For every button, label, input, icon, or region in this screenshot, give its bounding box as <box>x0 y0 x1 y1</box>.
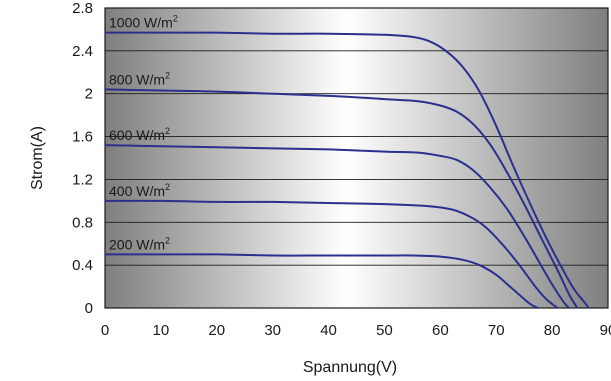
series-label: 600 W/m2 <box>109 126 170 143</box>
y-tick-label: 0.8 <box>72 214 93 231</box>
x-tick-label: 70 <box>488 322 505 339</box>
series-label: 200 W/m2 <box>109 235 170 252</box>
series-line <box>105 31 590 309</box>
x-tick-label: 20 <box>208 322 225 339</box>
y-tick-label: 2 <box>85 86 93 103</box>
y-tick-label: 1.2 <box>72 171 93 188</box>
x-tick-label: 60 <box>432 322 449 339</box>
y-tick-label: 2.8 <box>72 0 93 17</box>
series-line <box>104 199 559 309</box>
x-tick-label: 40 <box>320 322 337 339</box>
series-line <box>104 144 570 309</box>
x-tick-label: 50 <box>376 322 393 339</box>
x-tick-label: 0 <box>101 322 109 339</box>
x-tick-label: 30 <box>264 322 281 339</box>
y-axis-label: Strom(A) <box>29 126 46 190</box>
plot-area <box>104 7 609 309</box>
y-tick-label: 0.4 <box>72 257 93 274</box>
x-tick-label: 10 <box>153 322 170 339</box>
series-label: 400 W/m2 <box>109 182 170 199</box>
x-axis-ticks: 0 10 20 30 40 50 60 70 80 90 <box>101 322 611 339</box>
x-axis-label: Spannung(V) <box>303 359 397 376</box>
y-tick-label: 1.6 <box>72 129 93 146</box>
series-labels: 1000 W/m2 800 W/m2 600 W/m2 400 W/m2 200 W/m… <box>109 14 178 253</box>
y-tick-label: 2.4 <box>72 43 93 60</box>
x-tick-label: 90 <box>600 322 611 339</box>
series-label: 1000 W/m2 <box>109 14 178 31</box>
series-line <box>104 253 539 309</box>
y-tick-label: 0 <box>85 300 93 317</box>
x-tick-label: 80 <box>544 322 561 339</box>
series-line <box>104 88 579 309</box>
grid-lines <box>105 7 608 309</box>
series-label: 800 W/m2 <box>109 70 170 87</box>
series-group <box>104 31 590 309</box>
y-axis-ticks: 0 0.4 0.8 1.2 1.6 2 2.4 2.8 <box>72 0 93 317</box>
